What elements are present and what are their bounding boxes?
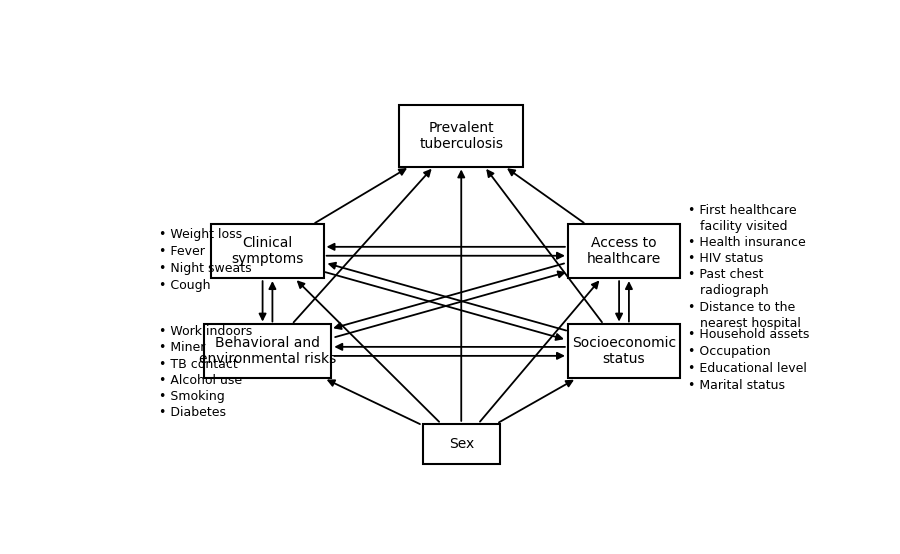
Text: Socioeconomic
status: Socioeconomic status — [572, 336, 676, 367]
Text: • Distance to the: • Distance to the — [688, 301, 795, 314]
FancyBboxPatch shape — [568, 325, 680, 378]
FancyBboxPatch shape — [203, 325, 331, 378]
Text: Access to
healthcare: Access to healthcare — [587, 236, 662, 266]
Text: • Fever: • Fever — [159, 245, 205, 258]
Text: • Diabetes: • Diabetes — [159, 406, 226, 419]
Text: Prevalent
tuberculosis: Prevalent tuberculosis — [419, 121, 503, 151]
Text: • TB contact: • TB contact — [159, 357, 238, 371]
Text: • Alcohol use: • Alcohol use — [159, 374, 242, 387]
FancyBboxPatch shape — [568, 224, 680, 278]
FancyBboxPatch shape — [422, 424, 500, 464]
Text: nearest hospital: nearest hospital — [688, 317, 800, 330]
Text: • Health insurance: • Health insurance — [688, 236, 806, 249]
Text: • First healthcare: • First healthcare — [688, 203, 796, 217]
Text: radiograph: radiograph — [688, 284, 769, 297]
Text: • Miner: • Miner — [159, 341, 205, 355]
Text: facility visited: facility visited — [688, 220, 787, 233]
Text: • Household assets: • Household assets — [688, 329, 809, 341]
Text: • Weight loss: • Weight loss — [159, 228, 242, 241]
FancyBboxPatch shape — [400, 105, 523, 167]
FancyBboxPatch shape — [212, 224, 324, 278]
Text: • Night sweats: • Night sweats — [159, 262, 252, 275]
Text: • Educational level: • Educational level — [688, 362, 806, 375]
Text: • HIV status: • HIV status — [688, 252, 763, 265]
Text: • Smoking: • Smoking — [159, 390, 225, 403]
Text: Sex: Sex — [448, 437, 474, 451]
Text: • Past chest: • Past chest — [688, 268, 763, 281]
Text: Clinical
symptoms: Clinical symptoms — [231, 236, 303, 266]
Text: • Cough: • Cough — [159, 279, 211, 292]
Text: Behavioral and
environmental risks: Behavioral and environmental risks — [199, 336, 336, 367]
Text: • Marital status: • Marital status — [688, 379, 785, 392]
Text: • Occupation: • Occupation — [688, 345, 770, 358]
Text: • Work indoors: • Work indoors — [159, 325, 252, 338]
